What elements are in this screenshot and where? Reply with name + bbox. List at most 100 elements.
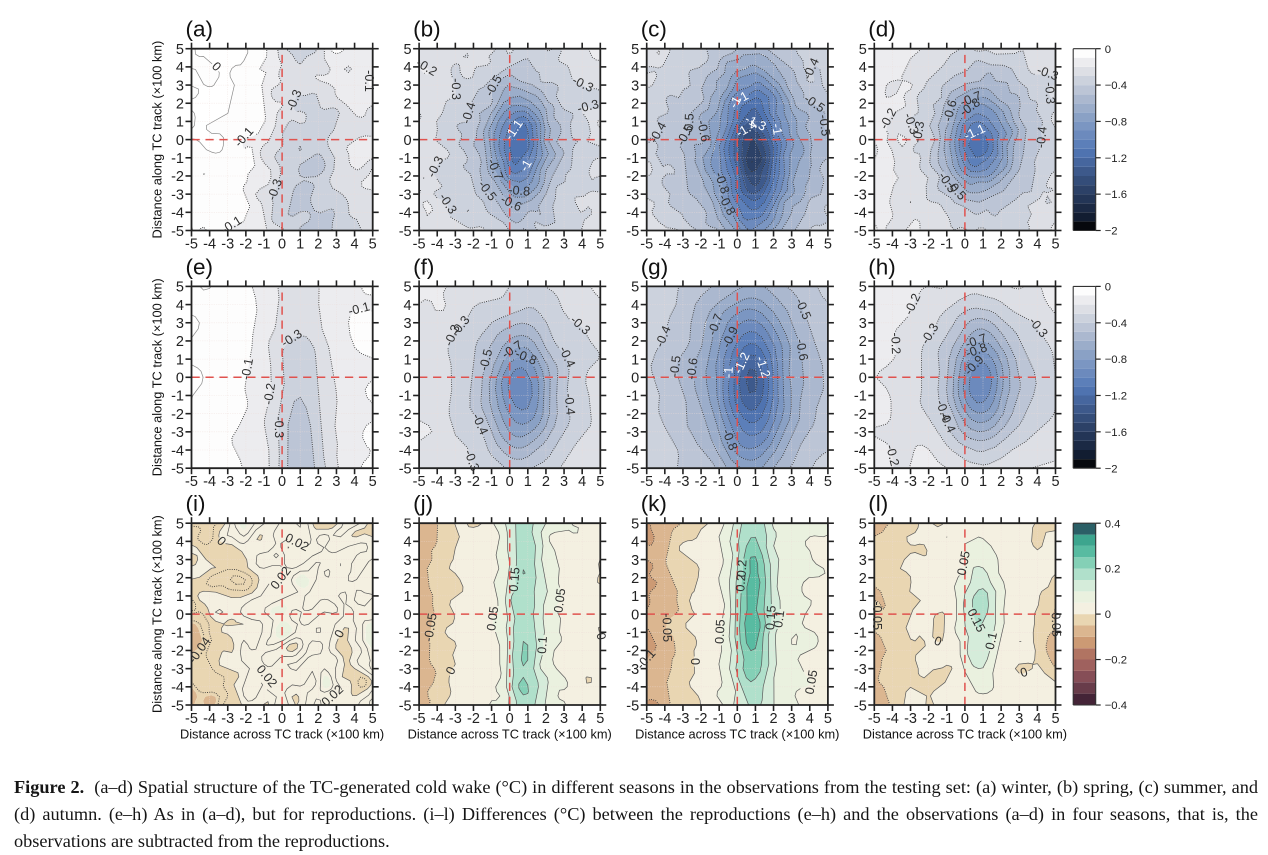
svg-text:-3: -3	[676, 237, 689, 253]
svg-text:-5: -5	[640, 237, 653, 253]
svg-text:4: 4	[631, 535, 639, 551]
svg-text:4: 4	[578, 474, 586, 490]
svg-text:0: 0	[631, 607, 639, 623]
svg-text:(f): (f)	[413, 254, 434, 279]
svg-text:3: 3	[560, 237, 568, 253]
svg-text:-1: -1	[940, 711, 953, 727]
svg-text:4: 4	[631, 60, 639, 76]
svg-text:-0.7: -0.7	[964, 331, 989, 351]
svg-text:-1: -1	[721, 366, 736, 378]
svg-text:-4: -4	[658, 237, 671, 253]
svg-text:2: 2	[859, 571, 867, 587]
svg-text:-0.4: -0.4	[459, 101, 479, 126]
svg-text:−2: −2	[1105, 463, 1118, 475]
svg-text:-0.5: -0.5	[477, 348, 496, 372]
svg-text:2: 2	[404, 571, 412, 587]
svg-text:0: 0	[631, 133, 639, 149]
svg-text:0.05: 0.05	[803, 669, 821, 696]
svg-text:2: 2	[314, 237, 322, 253]
svg-text:Distance across TC track (×100: Distance across TC track (×100 km)	[635, 726, 839, 741]
svg-text:2: 2	[859, 96, 867, 112]
svg-text:-3: -3	[449, 237, 462, 253]
svg-text:-0.3: -0.3	[910, 120, 927, 144]
svg-text:-2: -2	[399, 407, 412, 423]
svg-text:5: 5	[824, 711, 832, 727]
svg-text:0.4: 0.4	[1105, 518, 1121, 530]
svg-text:-3: -3	[221, 474, 234, 490]
svg-text:3: 3	[332, 237, 340, 253]
svg-text:−1.2: −1.2	[1105, 391, 1127, 403]
svg-text:(g): (g)	[641, 254, 669, 279]
svg-text:-4: -4	[854, 206, 867, 222]
svg-text:0: 0	[859, 133, 867, 149]
svg-text:-3: -3	[854, 662, 867, 678]
svg-text:-5: -5	[413, 711, 426, 727]
svg-text:-4: -4	[658, 474, 671, 490]
svg-text:-5: -5	[171, 461, 184, 477]
svg-text:4: 4	[351, 711, 359, 727]
svg-text:-1: -1	[854, 389, 867, 405]
svg-text:-0.05: -0.05	[660, 613, 675, 642]
svg-text:-0.05: -0.05	[421, 612, 439, 643]
svg-text:-1: -1	[940, 474, 953, 490]
svg-text:5: 5	[176, 280, 184, 296]
svg-text:1: 1	[859, 589, 867, 605]
svg-text:3: 3	[176, 553, 184, 569]
svg-text:-0.3: -0.3	[1035, 63, 1060, 83]
svg-text:5: 5	[176, 42, 184, 58]
svg-text:-3: -3	[676, 711, 689, 727]
svg-text:-5: -5	[399, 224, 412, 240]
svg-text:5: 5	[1051, 711, 1059, 727]
svg-text:1: 1	[979, 237, 987, 253]
svg-text:2: 2	[997, 711, 1005, 727]
svg-text:2: 2	[770, 237, 778, 253]
svg-text:-5: -5	[185, 474, 198, 490]
svg-text:2: 2	[631, 571, 639, 587]
svg-text:-3: -3	[171, 662, 184, 678]
svg-text:0: 0	[961, 237, 969, 253]
svg-text:-5: -5	[640, 711, 653, 727]
svg-text:1: 1	[524, 237, 532, 253]
svg-text:-1: -1	[713, 711, 726, 727]
svg-text:-1: -1	[769, 122, 785, 135]
svg-text:−0.8: −0.8	[1105, 117, 1127, 129]
svg-text:-5: -5	[854, 224, 867, 240]
svg-text:-5: -5	[413, 474, 426, 490]
svg-text:-4: -4	[431, 711, 444, 727]
svg-text:5: 5	[631, 516, 639, 532]
svg-text:1: 1	[176, 115, 184, 131]
svg-text:3: 3	[631, 316, 639, 332]
svg-text:-4: -4	[886, 237, 899, 253]
svg-text:5: 5	[404, 280, 412, 296]
svg-text:(c): (c)	[641, 17, 667, 42]
svg-text:0: 0	[1105, 281, 1111, 293]
svg-text:3: 3	[788, 711, 796, 727]
svg-text:2: 2	[770, 474, 778, 490]
svg-text:-5: -5	[868, 474, 881, 490]
svg-text:-2: -2	[695, 711, 708, 727]
svg-text:5: 5	[859, 280, 867, 296]
svg-text:-0.5: -0.5	[816, 114, 833, 137]
svg-text:-4: -4	[399, 206, 412, 222]
svg-text:2: 2	[859, 334, 867, 350]
svg-text:-0.3: -0.3	[449, 78, 463, 100]
svg-text:0: 0	[961, 474, 969, 490]
svg-text:-0.05: -0.05	[1049, 608, 1064, 637]
svg-text:-3: -3	[626, 187, 639, 203]
svg-text:0: 0	[404, 371, 412, 387]
svg-text:0.05: 0.05	[955, 550, 973, 577]
svg-text:-1: -1	[626, 626, 639, 642]
svg-text:0: 0	[1105, 44, 1111, 56]
svg-text:(l): (l)	[868, 491, 888, 516]
svg-text:4: 4	[1033, 474, 1041, 490]
svg-text:4: 4	[404, 298, 412, 314]
svg-text:0: 0	[733, 711, 741, 727]
svg-text:-1: -1	[485, 474, 498, 490]
svg-text:-0.6: -0.6	[684, 357, 700, 380]
svg-text:5: 5	[824, 237, 832, 253]
svg-text:-1: -1	[940, 237, 953, 253]
svg-text:4: 4	[806, 711, 814, 727]
svg-text:0.2: 0.2	[734, 559, 749, 577]
svg-text:-0.2: -0.2	[261, 382, 278, 406]
svg-text:-2: -2	[467, 711, 480, 727]
